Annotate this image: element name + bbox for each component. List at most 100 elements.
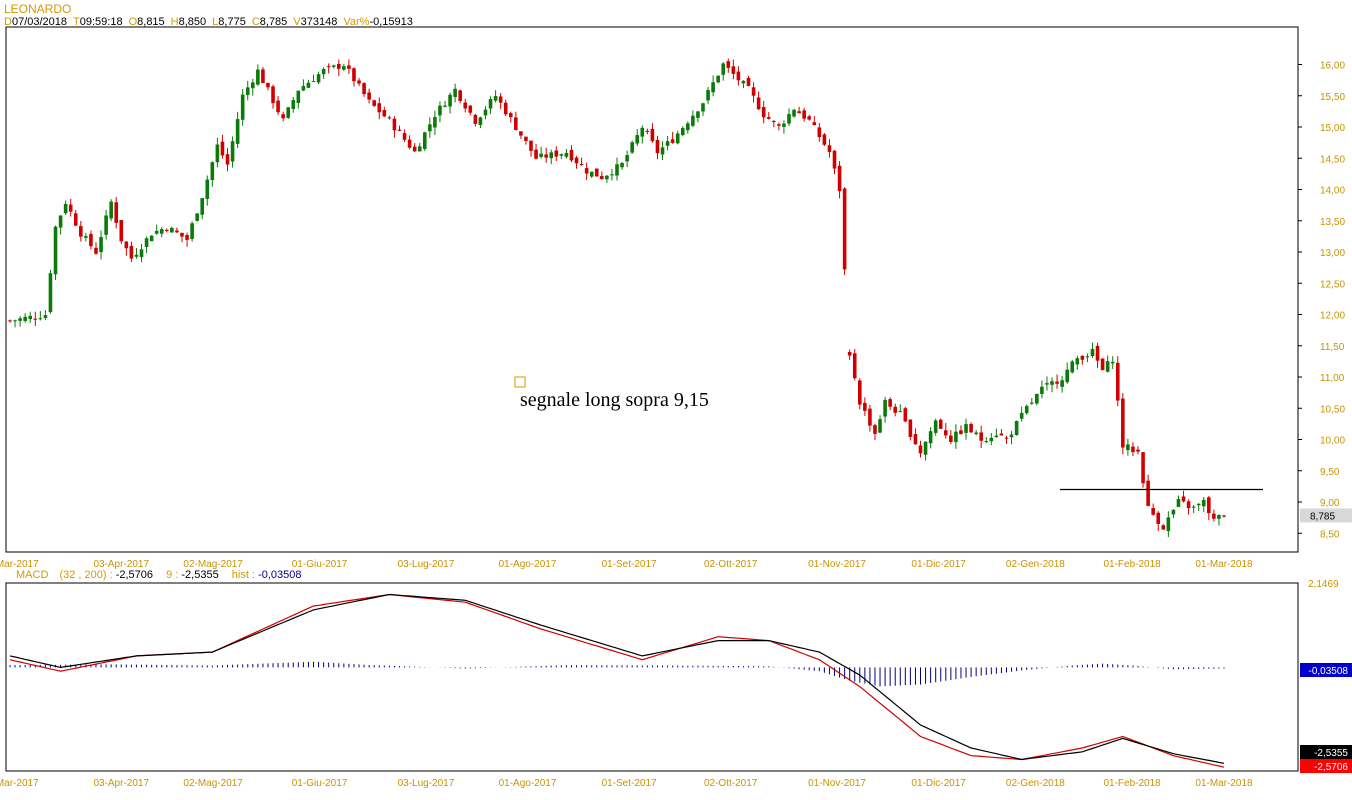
candle-body: [665, 141, 670, 146]
price-y-tick-label: 15,50: [1320, 92, 1345, 103]
candle-body: [1201, 499, 1206, 507]
candle-body: [175, 230, 179, 233]
candle-body: [822, 134, 827, 145]
price-y-tick-label: 15,00: [1320, 123, 1345, 134]
candle-body: [438, 105, 442, 116]
candle-body: [827, 145, 832, 152]
price-x-tick-label: 01-Feb-2018: [1103, 559, 1161, 570]
candle-body: [812, 122, 817, 126]
macd-x-tick-label: 01-Mar-2018: [1195, 778, 1253, 789]
candle-body: [650, 128, 655, 142]
candle-body: [691, 115, 695, 126]
candle-body: [1095, 345, 1100, 361]
candle-body: [549, 152, 554, 159]
candle-body: [428, 124, 432, 132]
price-y-tick-label: 13,50: [1320, 217, 1345, 228]
candle-body: [1166, 517, 1171, 532]
candle-body: [1171, 509, 1176, 515]
candle-body: [807, 116, 812, 120]
candle-body: [245, 87, 250, 95]
candle-body: [711, 82, 715, 93]
candle-body: [13, 320, 17, 322]
candle-body: [1040, 386, 1044, 395]
price-x-tick-label: 01-Set-2017: [602, 559, 657, 570]
candle-body: [412, 146, 417, 152]
candle-body: [589, 171, 594, 177]
candle-body: [235, 119, 240, 144]
candle-body: [347, 65, 351, 69]
candle-body: [1115, 362, 1120, 401]
candle-body: [1121, 398, 1125, 448]
candle-body: [261, 69, 265, 83]
candle-body: [858, 380, 862, 405]
candle-body: [448, 94, 452, 107]
last-price-label: 8,785: [1310, 511, 1335, 522]
candle-body: [1176, 499, 1181, 507]
candle-body: [392, 118, 397, 131]
candle-body: [1151, 508, 1155, 515]
candle-body: [1186, 501, 1191, 509]
candle-body: [569, 149, 574, 161]
candle-body: [402, 133, 407, 140]
candle-body: [493, 96, 498, 101]
candle-body: [519, 131, 523, 136]
candle-body: [761, 107, 766, 118]
candle-body: [352, 68, 356, 82]
candle-body: [1126, 444, 1130, 451]
candle-body: [508, 113, 513, 118]
candle-body: [316, 74, 321, 83]
price-x-tick-label: 02-Ott-2017: [704, 559, 758, 570]
candle-body: [974, 432, 978, 435]
candle-body: [63, 203, 68, 214]
candle-body: [928, 431, 933, 444]
info-key: C: [251, 16, 260, 28]
candle-body: [326, 66, 331, 68]
candle-body: [1004, 437, 1009, 439]
candle-body: [933, 420, 938, 433]
macd-x-tick-label: 02-Ott-2017: [704, 778, 758, 789]
candle-body: [473, 114, 478, 124]
candle-body: [68, 204, 73, 212]
candle-body: [124, 241, 129, 249]
candle-body: [756, 97, 761, 110]
candle-body: [766, 117, 771, 119]
price-x-tick-label: 03-Lug-2017: [398, 559, 455, 570]
candle-body: [397, 129, 402, 131]
candle-body: [640, 127, 645, 137]
candle-body: [311, 81, 316, 83]
hist-value: -0,03508: [258, 569, 302, 581]
macd-x-tick-label: 01-Ago-2017: [499, 778, 557, 789]
candle-body: [377, 103, 382, 113]
candle-body: [1110, 361, 1115, 364]
macd-top-label: 2,1469: [1308, 579, 1339, 590]
candle-body: [1055, 381, 1059, 384]
candle-body: [463, 102, 468, 109]
candle-body: [635, 135, 640, 144]
candle-body: [605, 175, 609, 180]
candle-body: [114, 202, 119, 223]
price-panel-frame: [5, 26, 1299, 553]
candle-body: [670, 139, 675, 143]
candle-body: [170, 227, 174, 233]
candle-body: [923, 441, 928, 455]
price-y-tick-label: 8,50: [1320, 529, 1340, 540]
candle-body: [382, 110, 387, 117]
candle-body: [908, 419, 913, 437]
macd-x-tick-label: 03-Lug-2017: [398, 778, 455, 789]
candle-body: [1009, 434, 1014, 438]
candle-body: [407, 139, 412, 148]
price-x-tick-label: 01-Ago-2017: [499, 559, 557, 570]
info-key: D: [4, 16, 12, 28]
candle-body: [453, 88, 457, 98]
info-key: O: [128, 16, 138, 28]
candle-body: [1131, 446, 1135, 453]
candle-body: [544, 154, 548, 158]
candle-body: [99, 237, 103, 253]
info-value: 8,850: [178, 16, 207, 28]
candle-body: [1024, 406, 1029, 414]
price-y-tick-label: 10,00: [1320, 436, 1345, 447]
candle-body: [1085, 356, 1090, 358]
candle-body: [8, 320, 12, 322]
candle-body: [276, 100, 280, 113]
